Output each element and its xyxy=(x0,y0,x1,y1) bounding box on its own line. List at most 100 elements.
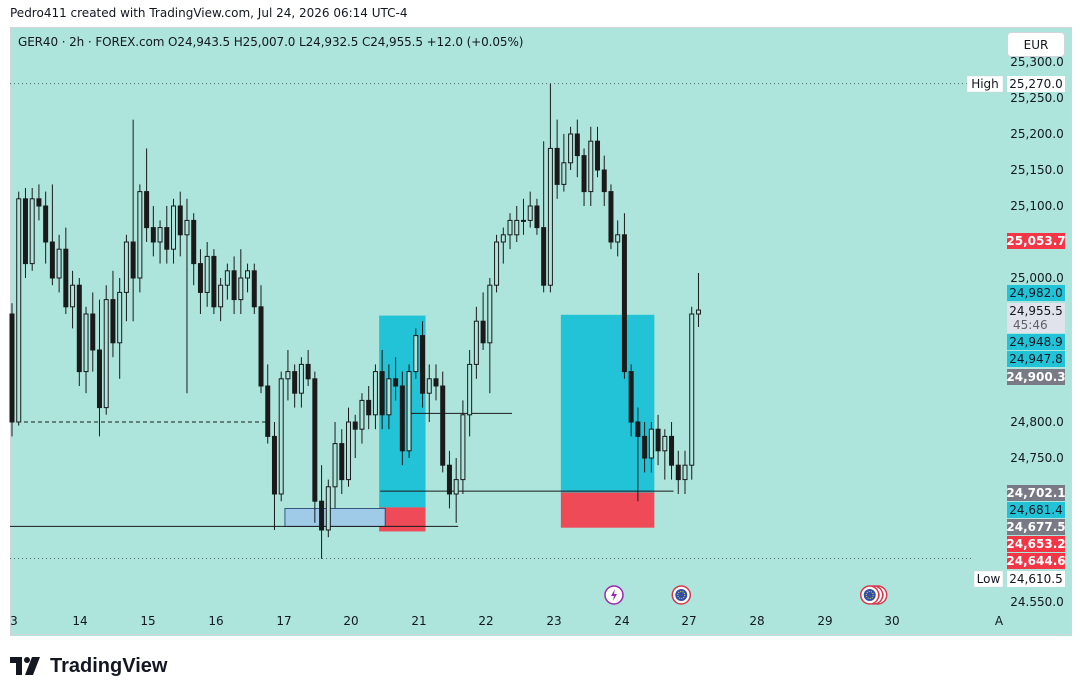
candle[interactable] xyxy=(568,126,574,170)
candle[interactable] xyxy=(460,400,466,494)
candle[interactable] xyxy=(224,263,230,300)
candle[interactable] xyxy=(628,364,634,437)
candle[interactable] xyxy=(22,188,28,278)
candle[interactable] xyxy=(527,191,533,228)
candle[interactable] xyxy=(534,198,540,235)
candle[interactable] xyxy=(359,393,365,444)
candle[interactable] xyxy=(238,249,244,314)
candle[interactable] xyxy=(608,184,614,250)
candle[interactable] xyxy=(271,422,277,530)
candle[interactable] xyxy=(440,371,446,473)
candle[interactable] xyxy=(399,371,405,466)
candle[interactable] xyxy=(265,364,271,444)
candle[interactable] xyxy=(150,206,156,257)
candle[interactable] xyxy=(615,220,621,257)
candle[interactable] xyxy=(137,184,143,293)
candle[interactable] xyxy=(278,371,284,502)
candle[interactable] xyxy=(520,198,526,235)
candle[interactable] xyxy=(103,285,109,415)
candle[interactable] xyxy=(130,119,136,322)
candle[interactable] xyxy=(96,299,102,437)
box-red-zone[interactable] xyxy=(379,507,426,532)
candle[interactable] xyxy=(245,263,251,293)
candle[interactable] xyxy=(157,220,163,264)
candle[interactable] xyxy=(352,414,358,458)
candle[interactable] xyxy=(574,119,580,178)
candle[interactable] xyxy=(218,278,224,322)
candle[interactable] xyxy=(487,278,493,394)
candle[interactable] xyxy=(581,148,587,206)
candle[interactable] xyxy=(70,270,76,329)
candle[interactable] xyxy=(319,465,325,559)
candle[interactable] xyxy=(312,371,318,523)
candle[interactable] xyxy=(164,206,170,264)
candle[interactable] xyxy=(292,364,298,408)
candle[interactable] xyxy=(325,479,331,538)
candle[interactable] xyxy=(372,364,378,430)
candle[interactable] xyxy=(379,350,385,430)
candle[interactable] xyxy=(231,256,237,314)
eu-flag-icon[interactable] xyxy=(671,585,692,605)
candle[interactable] xyxy=(561,134,567,192)
candle[interactable] xyxy=(420,321,426,408)
candle[interactable] xyxy=(117,278,123,379)
candle[interactable] xyxy=(110,270,116,358)
candle[interactable] xyxy=(494,234,500,293)
candle[interactable] xyxy=(433,364,439,401)
candle[interactable] xyxy=(16,191,22,426)
candle[interactable] xyxy=(339,429,345,494)
candle[interactable] xyxy=(621,213,627,379)
candle[interactable] xyxy=(467,350,473,437)
candle[interactable] xyxy=(76,278,82,386)
candle[interactable] xyxy=(507,213,513,250)
candle[interactable] xyxy=(601,155,607,206)
candle[interactable] xyxy=(480,292,486,350)
candle[interactable] xyxy=(393,357,399,401)
box-red-zone[interactable] xyxy=(560,492,655,528)
candle[interactable] xyxy=(346,407,351,487)
candle[interactable] xyxy=(251,263,257,314)
box-blue-zone[interactable] xyxy=(284,507,386,527)
candle[interactable] xyxy=(635,407,641,502)
candle[interactable] xyxy=(426,364,432,422)
candle[interactable] xyxy=(298,357,304,408)
candle[interactable] xyxy=(655,414,661,466)
candle[interactable] xyxy=(413,328,419,379)
candle[interactable] xyxy=(695,272,701,327)
candle[interactable] xyxy=(648,422,654,473)
candle[interactable] xyxy=(642,422,648,473)
candle[interactable] xyxy=(473,306,479,379)
candle[interactable] xyxy=(689,306,695,480)
candle[interactable] xyxy=(63,227,69,314)
candle[interactable] xyxy=(547,83,553,293)
candle[interactable] xyxy=(366,386,372,430)
candle[interactable] xyxy=(588,126,594,206)
candle[interactable] xyxy=(446,450,452,509)
lightning-icon[interactable] xyxy=(604,585,624,605)
candle[interactable] xyxy=(554,119,560,199)
candle[interactable] xyxy=(514,206,520,242)
currency-button[interactable]: EUR xyxy=(1007,32,1065,57)
candle[interactable] xyxy=(123,234,129,322)
candle[interactable] xyxy=(211,249,217,314)
candle[interactable] xyxy=(500,227,506,264)
candle[interactable] xyxy=(177,191,183,257)
candle[interactable] xyxy=(305,350,311,386)
candle[interactable] xyxy=(332,422,338,509)
box-cyan-zone[interactable] xyxy=(560,314,655,493)
candle[interactable] xyxy=(204,242,210,307)
candle[interactable] xyxy=(43,191,49,264)
candle[interactable] xyxy=(144,148,150,242)
candle[interactable] xyxy=(83,306,89,394)
candle[interactable] xyxy=(386,364,392,430)
candle[interactable] xyxy=(406,364,412,458)
candle[interactable] xyxy=(682,450,688,494)
candle[interactable] xyxy=(9,303,15,437)
candle[interactable] xyxy=(258,285,264,394)
candle[interactable] xyxy=(191,213,197,286)
candle[interactable] xyxy=(36,184,42,221)
candle[interactable] xyxy=(56,234,62,293)
candle[interactable] xyxy=(171,198,177,264)
candle[interactable] xyxy=(29,188,35,271)
